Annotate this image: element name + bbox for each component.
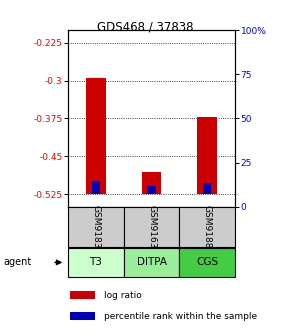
- Bar: [203, 182, 211, 194]
- Bar: [92, 181, 100, 194]
- Text: DITPA: DITPA: [137, 257, 166, 267]
- Bar: [179, 207, 235, 247]
- Text: GSM9183: GSM9183: [91, 205, 100, 249]
- Text: CGS: CGS: [196, 257, 218, 267]
- Bar: [197, 117, 217, 194]
- Bar: [70, 312, 95, 320]
- Text: GDS468 / 37838: GDS468 / 37838: [97, 21, 193, 34]
- Text: GSM9188: GSM9188: [203, 205, 212, 249]
- Bar: [70, 291, 95, 299]
- Text: percentile rank within the sample: percentile rank within the sample: [104, 312, 257, 321]
- Text: T3: T3: [90, 257, 102, 267]
- Text: GSM9163: GSM9163: [147, 205, 156, 249]
- Bar: [147, 186, 156, 194]
- Bar: [124, 207, 179, 247]
- Bar: [124, 248, 179, 277]
- Bar: [142, 172, 161, 194]
- Bar: [179, 248, 235, 277]
- Bar: [68, 248, 124, 277]
- Text: agent: agent: [3, 257, 31, 267]
- Bar: [68, 207, 124, 247]
- Text: log ratio: log ratio: [104, 291, 142, 300]
- Bar: [86, 78, 106, 194]
